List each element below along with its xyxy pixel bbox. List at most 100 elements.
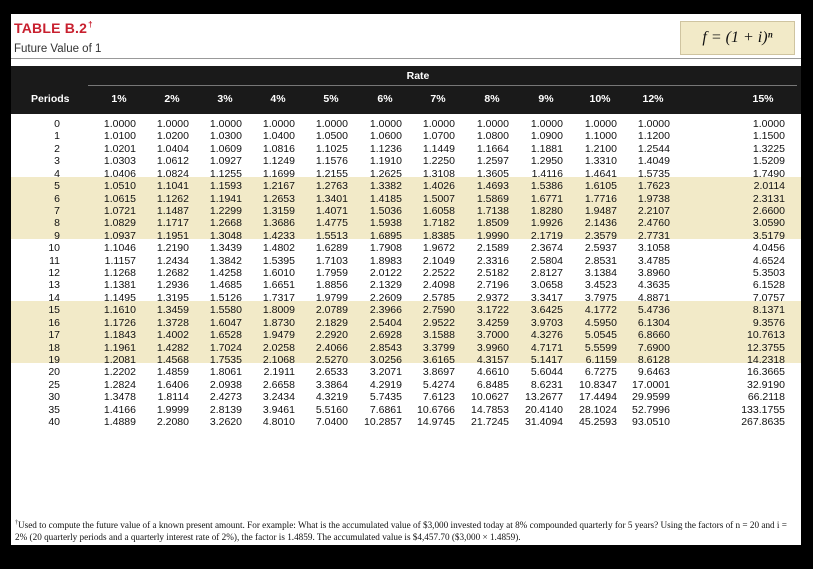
value-cell: 1.0400 — [262, 130, 295, 143]
value-cell: 4.8010 — [262, 416, 295, 429]
value-cell: 1.8509 — [476, 217, 509, 230]
value-cell: 1.4859 — [156, 366, 189, 379]
table-row: 11 1.1157 1.2434 1.3842 1.5395 1.7103 1.8983 2.… — [11, 255, 801, 267]
value-cell: 7.6861 — [369, 403, 402, 416]
rate-label: Rate — [406, 70, 430, 82]
value-cell: 9.6463 — [637, 366, 670, 379]
value-cell: 2.0938 — [209, 378, 242, 391]
value-cell: 1.0615 — [103, 192, 136, 205]
value-cell: 6.8485 — [476, 378, 509, 391]
value-cell: 1.5007 — [422, 192, 455, 205]
value-cell: 1.2299 — [209, 204, 242, 217]
value-cell: 2.3131 — [752, 192, 785, 205]
value-cell: 1.4685 — [209, 279, 242, 292]
value-cell: 1.4185 — [369, 192, 402, 205]
value-cell: 3.1058 — [637, 242, 670, 255]
table-row: 2 1.0201 1.0404 1.0609 1.0816 1.1025 1.1236 1.1… — [11, 143, 801, 155]
value-cell: 4.5950 — [584, 316, 617, 329]
value-cell: 1.4026 — [422, 180, 455, 193]
value-cell: 3.1588 — [422, 329, 455, 342]
value-cell: 1.3225 — [752, 142, 785, 155]
value-cell: 1.4775 — [315, 217, 348, 230]
value-cell: 1.0900 — [530, 130, 563, 143]
value-cell: 1.2167 — [262, 180, 295, 193]
value-cell: 3.3799 — [422, 341, 455, 354]
value-cell: 1.4071 — [315, 204, 348, 217]
value-cell: 4.7171 — [530, 341, 563, 354]
value-cell: 1.2597 — [476, 155, 509, 168]
value-cell: 2.5785 — [422, 291, 455, 304]
value-cell: 5.1417 — [530, 353, 563, 366]
rate-column-header: 2% — [164, 93, 180, 105]
value-cell: 2.3674 — [530, 242, 563, 255]
value-cell: 5.7435 — [369, 391, 402, 404]
value-cell: 1.9672 — [422, 242, 455, 255]
value-cell: 3.5179 — [752, 229, 785, 242]
value-cell: 3.1384 — [584, 267, 617, 280]
value-cell: 1.6528 — [209, 329, 242, 342]
value-cell: 1.1041 — [156, 180, 189, 193]
value-cell: 1.3439 — [209, 242, 242, 255]
value-cell: 6.1304 — [637, 316, 670, 329]
value-cell: 1.8114 — [157, 391, 189, 404]
value-cell: 5.5599 — [584, 341, 617, 354]
value-cell: 1.0000 — [156, 118, 189, 130]
value-cell: 28.1024 — [579, 403, 617, 416]
value-cell: 4.3219 — [315, 391, 348, 404]
value-cell: 1.9926 — [530, 217, 563, 230]
value-cell: 1.6895 — [369, 229, 402, 242]
value-cell: 2.0114 — [753, 180, 785, 193]
value-cell: 1.3686 — [262, 217, 295, 230]
value-cell: 1.2100 — [584, 142, 617, 155]
value-cell: 1.0000 — [103, 118, 136, 130]
rate-column-header: 1% — [111, 93, 127, 105]
value-cell: 1.9999 — [156, 403, 189, 416]
value-cell: 1.2824 — [103, 378, 136, 391]
value-cell: 5.5160 — [315, 403, 348, 416]
value-cell: 3.4785 — [637, 254, 670, 267]
column-header-row: Periods 1% 2% 3% 4% 5% 6% 7% 8% 9% 10% 12% 15% — [11, 86, 801, 114]
value-cell: 1.1157 — [104, 254, 136, 267]
title-divider — [11, 58, 801, 59]
value-cell: 1.6010 — [262, 267, 295, 280]
value-cell: 2.2080 — [156, 416, 189, 429]
value-cell: 1.4049 — [637, 155, 670, 168]
value-cell: 1.4693 — [476, 180, 509, 193]
value-cell: 3.7000 — [476, 329, 509, 342]
value-cell: 8.1371 — [752, 304, 785, 317]
value-cell: 1.1941 — [209, 192, 242, 205]
rate-column-header: 12% — [642, 93, 664, 105]
value-cell: 1.8730 — [262, 316, 295, 329]
value-cell: 14.9745 — [417, 416, 455, 429]
value-cell: 2.0789 — [315, 304, 348, 317]
table-subtitle: Future Value of 1 — [14, 43, 102, 55]
value-cell: 1.0829 — [103, 217, 136, 230]
period-cell: 9 — [54, 229, 60, 242]
table-page: TABLE B.2† Future Value of 1 f = (1 + i)… — [11, 14, 801, 545]
table-row: 6 1.0615 1.1262 1.1941 1.2653 1.3401 1.4185 1.5… — [11, 193, 801, 205]
period-cell: 10 — [48, 242, 60, 255]
value-cell: 3.2071 — [369, 366, 402, 379]
value-cell: 17.4494 — [579, 391, 617, 404]
table-row: 13 1.1381 1.2936 1.4685 1.6651 1.8856 2.1329 2.… — [11, 279, 801, 291]
value-cell: 4.8871 — [637, 291, 670, 304]
formula-box: f = (1 + i)ⁿ — [680, 21, 795, 55]
value-cell: 1.1726 — [103, 316, 136, 329]
value-cell: 9.3576 — [752, 316, 785, 329]
value-cell: 2.5270 — [315, 353, 348, 366]
value-cell: 21.7245 — [471, 416, 509, 429]
rate-column-header: 9% — [538, 93, 554, 105]
rate-column-header: 6% — [377, 93, 393, 105]
value-cell: 1.5395 — [262, 254, 295, 267]
value-cell: 1.3459 — [156, 304, 189, 317]
value-cell: 2.5182 — [476, 267, 509, 280]
periods-header: Periods — [31, 93, 70, 105]
value-cell: 1.5126 — [209, 291, 242, 304]
footnote-mark: † — [15, 520, 18, 526]
value-cell: 1.1717 — [156, 217, 189, 230]
value-cell: 2.6928 — [369, 329, 402, 342]
value-cell: 1.5036 — [369, 204, 402, 217]
value-cell: 1.1236 — [369, 142, 402, 155]
row-band — [11, 115, 801, 178]
value-cell: 1.4568 — [156, 353, 189, 366]
